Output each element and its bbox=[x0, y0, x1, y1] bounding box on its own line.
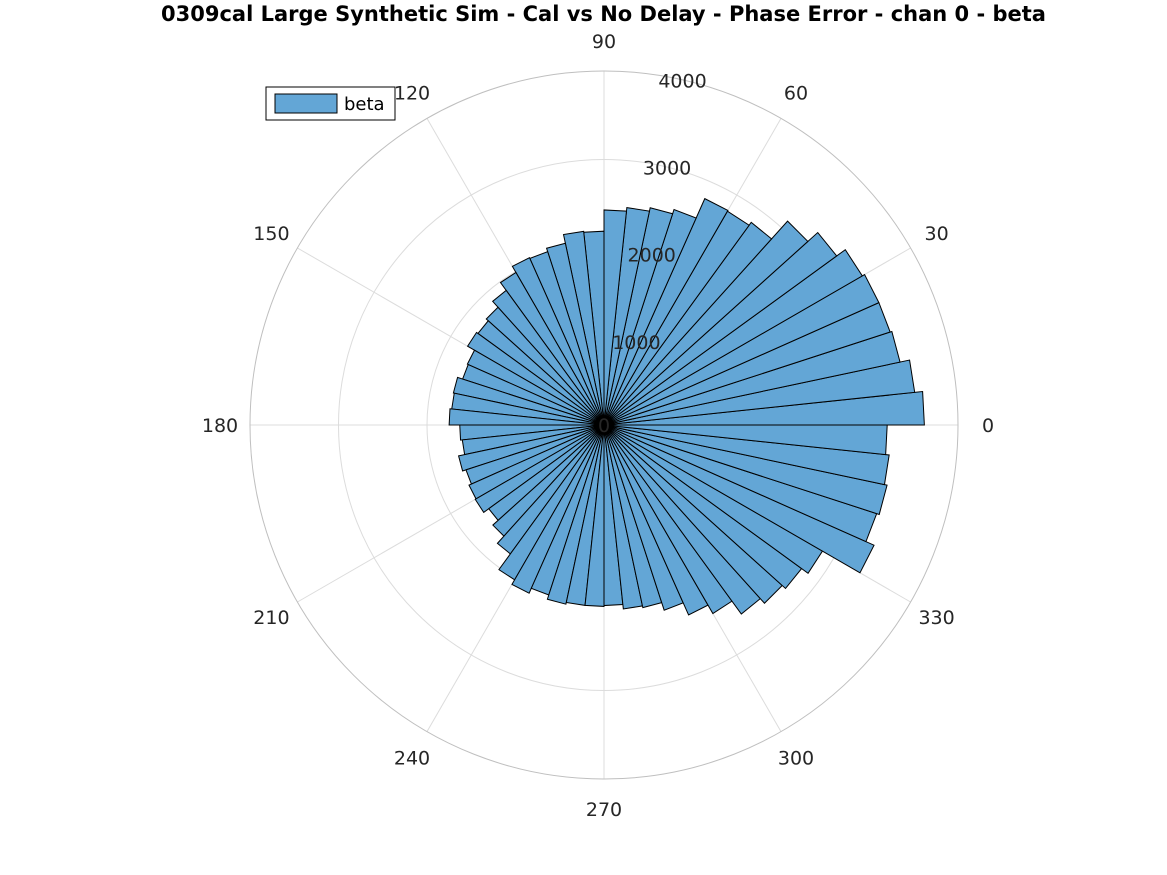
r-tick-label-3000: 3000 bbox=[643, 158, 691, 180]
theta-tick-label-240: 240 bbox=[394, 748, 430, 770]
bar-354 bbox=[603, 424, 888, 456]
theta-tick-label-300: 300 bbox=[778, 748, 814, 770]
theta-tick-label-0: 0 bbox=[982, 415, 994, 437]
theta-tick-label-180: 180 bbox=[202, 415, 238, 437]
theta-tick-label-120: 120 bbox=[394, 82, 430, 104]
theta-tick-label-210: 210 bbox=[253, 607, 289, 629]
r-tick-label-0: 0 bbox=[598, 415, 610, 437]
theta-tick-label-150: 150 bbox=[253, 223, 289, 245]
ring-4000 bbox=[249, 70, 959, 780]
chart-title: 0309cal Large Synthetic Sim - Cal vs No … bbox=[161, 2, 1046, 26]
theta-tick-label-60: 60 bbox=[784, 82, 808, 104]
r-tick-label-2000: 2000 bbox=[628, 245, 676, 267]
histogram-bars bbox=[448, 197, 925, 616]
r-tick-label-1000: 1000 bbox=[612, 332, 660, 354]
theta-tick-label-90: 90 bbox=[592, 31, 616, 53]
legend-swatch-beta bbox=[274, 93, 338, 114]
theta-tick-label-270: 270 bbox=[586, 799, 622, 821]
theta-tick-label-330: 330 bbox=[918, 607, 954, 629]
legend[interactable]: beta bbox=[265, 86, 396, 121]
theta-tick-label-30: 30 bbox=[925, 223, 949, 245]
legend-label-beta: beta bbox=[344, 94, 385, 115]
polar-labels: 0 30 60 90 120 150 180 210 240 270 300 330 0 1000 2000… bbox=[202, 31, 994, 821]
r-tick-label-4000: 4000 bbox=[658, 70, 706, 92]
